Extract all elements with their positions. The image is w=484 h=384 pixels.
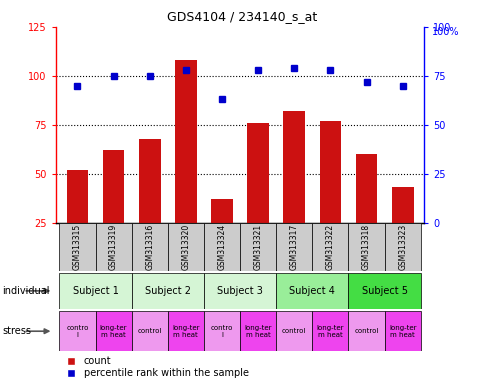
- Bar: [203, 311, 240, 351]
- Text: Subject 2: Subject 2: [145, 286, 190, 296]
- Text: GSM313323: GSM313323: [397, 223, 407, 270]
- Bar: [203, 273, 276, 309]
- Bar: [348, 223, 384, 271]
- Bar: [384, 223, 420, 271]
- Text: GSM313317: GSM313317: [289, 223, 298, 270]
- Text: Subject 5: Subject 5: [361, 286, 407, 296]
- Bar: [66, 170, 88, 272]
- Bar: [59, 311, 95, 351]
- Text: GSM313324: GSM313324: [217, 223, 226, 270]
- Bar: [319, 121, 341, 272]
- Bar: [348, 273, 420, 309]
- Text: contro
l: contro l: [66, 325, 89, 338]
- Text: Subject 1: Subject 1: [73, 286, 118, 296]
- Bar: [348, 311, 384, 351]
- Text: control: control: [282, 328, 306, 334]
- Text: 100%: 100%: [431, 27, 458, 37]
- Bar: [312, 223, 348, 271]
- Text: control: control: [354, 328, 378, 334]
- Bar: [240, 311, 276, 351]
- Bar: [131, 273, 203, 309]
- Text: Subject 3: Subject 3: [217, 286, 262, 296]
- Text: GSM313321: GSM313321: [253, 223, 262, 270]
- Bar: [247, 123, 269, 272]
- Bar: [203, 223, 240, 271]
- Text: individual: individual: [2, 286, 50, 296]
- Bar: [175, 60, 197, 272]
- Text: GSM313320: GSM313320: [181, 223, 190, 270]
- Text: control: control: [137, 328, 162, 334]
- Bar: [131, 223, 167, 271]
- Bar: [167, 223, 203, 271]
- Bar: [138, 139, 160, 272]
- Text: stress: stress: [2, 326, 31, 336]
- Bar: [312, 311, 348, 351]
- Legend: count, percentile rank within the sample: count, percentile rank within the sample: [60, 355, 249, 379]
- Bar: [103, 150, 124, 272]
- Bar: [95, 311, 131, 351]
- Bar: [276, 273, 348, 309]
- Text: long-ter
m heat: long-ter m heat: [100, 325, 127, 338]
- Bar: [240, 223, 276, 271]
- Text: long-ter
m heat: long-ter m heat: [388, 325, 416, 338]
- Bar: [276, 223, 312, 271]
- Text: contro
l: contro l: [211, 325, 233, 338]
- Text: GSM313319: GSM313319: [109, 223, 118, 270]
- Bar: [211, 199, 232, 272]
- Bar: [59, 273, 131, 309]
- Bar: [167, 311, 203, 351]
- Bar: [276, 311, 312, 351]
- Bar: [391, 187, 413, 272]
- Text: GSM313315: GSM313315: [73, 223, 82, 270]
- Bar: [384, 311, 420, 351]
- Text: GSM313322: GSM313322: [325, 223, 334, 270]
- Bar: [355, 154, 377, 272]
- Text: GSM313318: GSM313318: [362, 223, 370, 270]
- Text: long-ter
m heat: long-ter m heat: [172, 325, 199, 338]
- Text: long-ter
m heat: long-ter m heat: [316, 325, 344, 338]
- Bar: [59, 223, 95, 271]
- Bar: [131, 311, 167, 351]
- Text: Subject 4: Subject 4: [289, 286, 334, 296]
- Bar: [283, 111, 304, 272]
- Text: long-ter
m heat: long-ter m heat: [244, 325, 272, 338]
- Bar: [95, 223, 131, 271]
- Text: GSM313316: GSM313316: [145, 223, 154, 270]
- Text: GDS4104 / 234140_s_at: GDS4104 / 234140_s_at: [167, 10, 317, 23]
